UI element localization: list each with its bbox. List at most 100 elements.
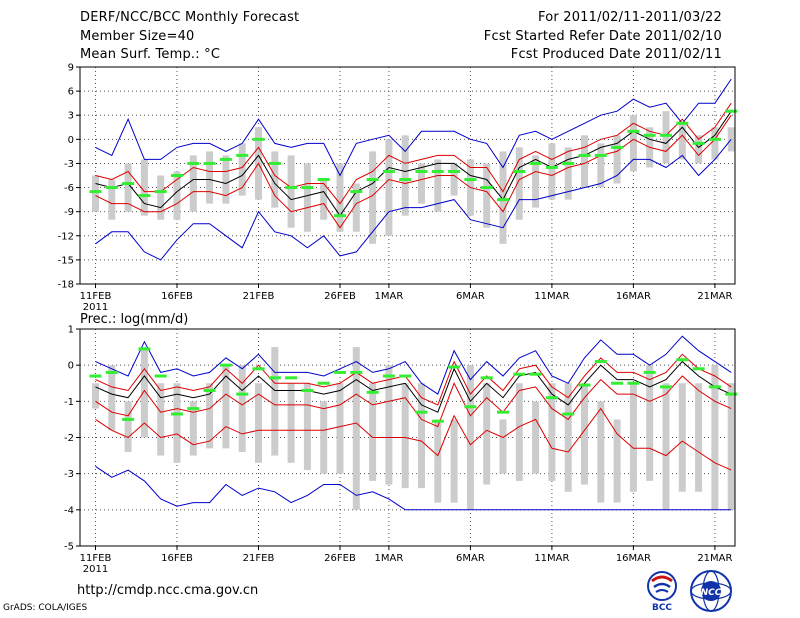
prec-spread-box	[695, 383, 703, 492]
temp-ytick-label: 6	[68, 87, 74, 98]
temp-spread-box	[597, 143, 605, 188]
prec-spread-box	[515, 383, 523, 481]
variable-label: Mean Surf. Temp.: °C	[80, 47, 221, 62]
prec-lower-inner-line	[95, 375, 732, 428]
grads-credit: GrADS: COLA/IGES	[3, 603, 88, 613]
prec-obs-marker	[611, 381, 624, 385]
temp-obs-marker	[529, 161, 542, 165]
temp-ytick-label: -3	[64, 159, 74, 170]
prec-xtick-label: 21FEB	[243, 553, 275, 564]
temp-spread-box	[532, 155, 540, 208]
temp-xtick-label: 21MAR	[697, 291, 732, 302]
source-url[interactable]: http://cmdp.ncc.cma.gov.cn	[77, 583, 259, 598]
temp-ytick-label: 9	[68, 63, 74, 74]
prec-xtick-label: 21MAR	[697, 553, 732, 564]
temp-spread-box	[418, 163, 425, 204]
prec-obs-marker	[122, 417, 135, 421]
prec-obs-marker	[252, 367, 265, 371]
prec-obs-marker	[708, 385, 721, 389]
prec-xtick-label: 11FEB	[80, 553, 112, 564]
prec-ytick-label: -3	[64, 469, 74, 480]
prec-spread-box	[499, 419, 507, 474]
temp-lower-outer-line	[95, 138, 732, 261]
temp-obs-marker	[203, 161, 216, 165]
prec-obs-marker	[317, 381, 330, 385]
prec-ytick-label: -5	[64, 542, 74, 553]
prec-spread-box	[140, 347, 148, 438]
temp-spread-box	[401, 135, 409, 216]
prec-panel: 1 0 -1 -2 -3 -4 -5 11FEB 16FEB 21FEB 26FEB 1MAR 6MAR…	[64, 312, 738, 575]
temp-obs-marker	[464, 178, 477, 182]
prec-spread-box	[352, 347, 360, 510]
temp-obs-marker	[627, 129, 640, 133]
temp-spread-box	[320, 179, 328, 220]
temp-obs-marker	[578, 153, 591, 157]
prec-obs-marker	[692, 367, 705, 371]
prec-spread-box	[727, 383, 735, 510]
prec-obs-marker	[138, 347, 151, 351]
prec-obs-marker	[594, 360, 607, 364]
prec-spread-box	[271, 347, 279, 456]
prec-xtick-year: 2011	[83, 564, 108, 575]
prec-spread-box	[336, 383, 344, 474]
prec-upper-outer-line	[95, 335, 732, 395]
prec-spread-box	[532, 401, 540, 474]
prec-lower-red-line	[95, 407, 732, 471]
temp-xtick-label: 21FEB	[243, 291, 275, 302]
temp-spread-box	[434, 159, 442, 212]
prec-spread-box	[434, 419, 442, 503]
prec-spread-box	[385, 365, 393, 485]
temp-obs-marker	[611, 145, 624, 149]
prec-spread-box	[597, 401, 605, 503]
temp-obs-marker	[122, 182, 135, 186]
temp-spread-box	[515, 147, 523, 220]
prec-obs-marker	[366, 390, 379, 394]
prec-spread-box	[418, 383, 425, 489]
prec-spread-box	[548, 383, 556, 481]
temp-xtick-year: 2011	[83, 302, 108, 313]
temp-obs-marker	[187, 161, 200, 165]
prec-spread-box	[320, 401, 328, 474]
temp-lower-inner-line	[95, 114, 732, 229]
chart-title: DERF/NCC/BCC Monthly Forecast	[80, 10, 300, 25]
prec-obs-marker	[219, 363, 232, 367]
prec-obs-marker	[431, 419, 444, 423]
prec-spread-box	[711, 365, 719, 510]
temp-spread-box	[352, 183, 360, 232]
prec-spread-box	[287, 383, 295, 463]
temp-obs-marker	[545, 165, 558, 169]
prec-xtick-label: 16FEB	[161, 553, 193, 564]
temp-upper-outer-line	[95, 78, 732, 177]
temp-spread-box	[499, 151, 507, 244]
prec-xtick-label: 1MAR	[375, 553, 404, 564]
prec-spread-box	[629, 383, 637, 492]
temp-spread-box	[108, 179, 116, 220]
prec-panel-title: Prec.: log(mm/d)	[80, 312, 188, 327]
temp-spread-box	[483, 163, 491, 228]
prec-obs-marker	[578, 383, 591, 387]
temp-obs-marker	[219, 157, 232, 161]
temp-obs-marker	[236, 153, 249, 157]
temp-spread-box	[222, 155, 230, 204]
temp-obs-marker	[105, 186, 118, 190]
temp-obs-marker	[643, 133, 656, 137]
prec-obs-marker	[497, 410, 509, 414]
temp-obs-marker	[252, 137, 265, 141]
temp-obs-marker	[154, 190, 167, 194]
prec-xtick-label: 11MAR	[534, 553, 569, 564]
prec-upper-inner-line	[95, 353, 732, 406]
temp-xtick-label: 11MAR	[534, 291, 569, 302]
prec-spread-box	[450, 419, 458, 503]
prec-obs-marker	[382, 374, 395, 378]
prec-spread-box	[564, 383, 572, 492]
prec-spread-box	[613, 419, 621, 503]
temp-spread-box	[678, 123, 686, 160]
temp-obs-marker	[399, 178, 412, 182]
prec-obs-marker	[513, 372, 526, 376]
prec-spread-box	[108, 365, 116, 431]
prec-obs-marker	[529, 372, 542, 376]
prec-xtick-label: 6MAR	[456, 553, 485, 564]
ncc-logo-icon: NCC	[690, 570, 732, 612]
temp-spread-box	[287, 155, 295, 228]
